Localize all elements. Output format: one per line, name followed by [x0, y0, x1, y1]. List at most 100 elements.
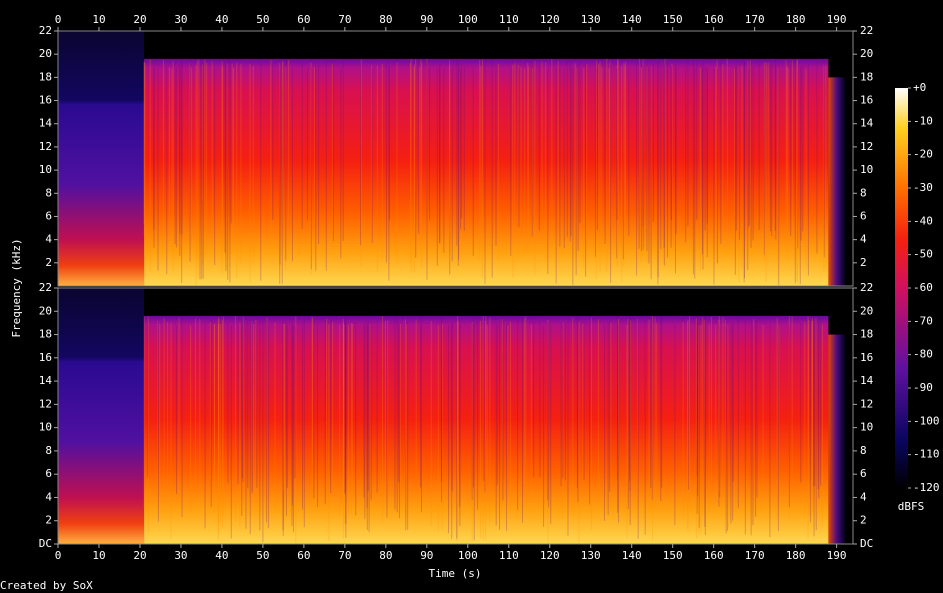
y-tick-label: 18	[39, 328, 52, 341]
y-tick-label: 6	[860, 209, 867, 222]
y-axis-label: Frequency (kHz)	[10, 238, 23, 337]
x-tick-label: 40	[215, 549, 228, 562]
y-tick-label: 20	[39, 47, 52, 60]
y-tick-label: 18	[860, 70, 873, 83]
y-tick-label: 4	[45, 490, 52, 503]
colorbar-tick-label: +0	[913, 81, 926, 94]
y-tick-label: 10	[39, 421, 52, 434]
y-tick-label: 20	[860, 304, 873, 317]
x-tick-label: 30	[174, 13, 187, 26]
x-tick-label: 50	[256, 13, 269, 26]
y-tick-label: 18	[39, 70, 52, 83]
x-tick-label: 120	[540, 549, 560, 562]
colorbar-tick-label: -50	[913, 248, 933, 261]
fadeout-region	[828, 334, 845, 544]
x-tick-label: 50	[256, 549, 269, 562]
colorbar-label: dBFS	[898, 500, 925, 513]
y-tick-label: 12	[860, 140, 873, 153]
intro-region	[58, 288, 145, 544]
colorbar-tick-label: -60	[913, 281, 933, 294]
x-tick-label: 60	[297, 549, 310, 562]
y-tick-label: 6	[45, 209, 52, 222]
colorbar-tick-label: -10	[913, 114, 933, 127]
y-tick-label: 12	[39, 397, 52, 410]
x-tick-label: 30	[174, 549, 187, 562]
y-tick-label: 6	[860, 467, 867, 480]
y-tick-label: 22	[39, 24, 52, 37]
panel-frame	[57, 30, 854, 287]
y-tick-label: 22	[39, 281, 52, 294]
y-tick-label: 2	[860, 514, 867, 527]
y-tick-label: 14	[39, 117, 53, 130]
colorbar-tick-label: -90	[913, 381, 933, 394]
x-tick-label: 90	[420, 13, 433, 26]
x-tick-label: 110	[499, 13, 519, 26]
x-tick-label: 130	[581, 549, 601, 562]
fadeout-region	[828, 77, 845, 286]
colorbar	[895, 88, 908, 488]
colorbar-tick-label: -100	[913, 414, 940, 427]
intro-region	[58, 31, 145, 286]
y-tick-label: 20	[39, 304, 52, 317]
x-tick-label: 100	[458, 13, 478, 26]
music-region	[144, 58, 829, 287]
x-tick-label: 150	[663, 549, 683, 562]
x-tick-label: 110	[499, 549, 519, 562]
y-tick-label: 16	[860, 351, 873, 364]
y-tick-label: 12	[39, 140, 52, 153]
x-tick-label: 130	[581, 13, 601, 26]
y-tick-label: 10	[860, 421, 873, 434]
y-tick-label: 2	[860, 256, 867, 269]
y-tick-label: 12	[860, 397, 873, 410]
y-tick-label: 22	[860, 24, 873, 37]
panel-frame	[57, 287, 854, 545]
x-tick-label: 160	[704, 549, 724, 562]
x-tick-label: 0	[55, 13, 62, 26]
x-tick-label: 10	[92, 13, 105, 26]
colorbar-tick-label: -70	[913, 314, 933, 327]
music-region	[144, 315, 829, 544]
colorbar-tick-label: -120	[913, 481, 940, 494]
x-tick-label: 80	[379, 13, 392, 26]
x-axis-label: Time (s)	[429, 567, 482, 580]
x-tick-label: 190	[827, 549, 847, 562]
x-tick-label: 140	[622, 549, 642, 562]
x-tick-label: 70	[338, 549, 351, 562]
colorbar-tick-label: -40	[913, 214, 933, 227]
y-tick-label: 8	[860, 444, 867, 457]
y-tick-label: 8	[45, 186, 52, 199]
y-tick-label: 14	[39, 374, 53, 387]
x-tick-label: 90	[420, 549, 433, 562]
y-tick-label: 16	[39, 351, 52, 364]
x-tick-label: 10	[92, 549, 105, 562]
y-tick-label: DC	[860, 537, 873, 550]
x-tick-label: 70	[338, 13, 351, 26]
x-tick-label: 20	[133, 13, 146, 26]
x-tick-label: 160	[704, 13, 724, 26]
x-tick-label: 20	[133, 549, 146, 562]
x-tick-label: 60	[297, 13, 310, 26]
y-tick-label: 14	[860, 374, 874, 387]
x-tick-label: 190	[827, 13, 847, 26]
x-tick-label: 80	[379, 549, 392, 562]
colorbar-tick-label: -30	[913, 181, 933, 194]
y-tick-label: 16	[860, 94, 873, 107]
x-tick-label: 0	[55, 549, 62, 562]
y-tick-label: 4	[860, 233, 867, 246]
y-tick-label: 16	[39, 94, 52, 107]
y-tick-label: 8	[860, 186, 867, 199]
x-tick-label: 150	[663, 13, 683, 26]
x-tick-label: 170	[745, 13, 765, 26]
colorbar-tick-label: -110	[913, 448, 940, 461]
x-tick-label: 40	[215, 13, 228, 26]
x-tick-label: 120	[540, 13, 560, 26]
x-tick-label: 100	[458, 549, 478, 562]
y-tick-label: 4	[860, 490, 867, 503]
y-tick-label: 10	[39, 163, 52, 176]
y-tick-label: 2	[45, 256, 52, 269]
y-tick-label: 8	[45, 444, 52, 457]
x-tick-label: 170	[745, 549, 765, 562]
y-tick-label: 18	[860, 328, 873, 341]
y-tick-label: 14	[860, 117, 874, 130]
